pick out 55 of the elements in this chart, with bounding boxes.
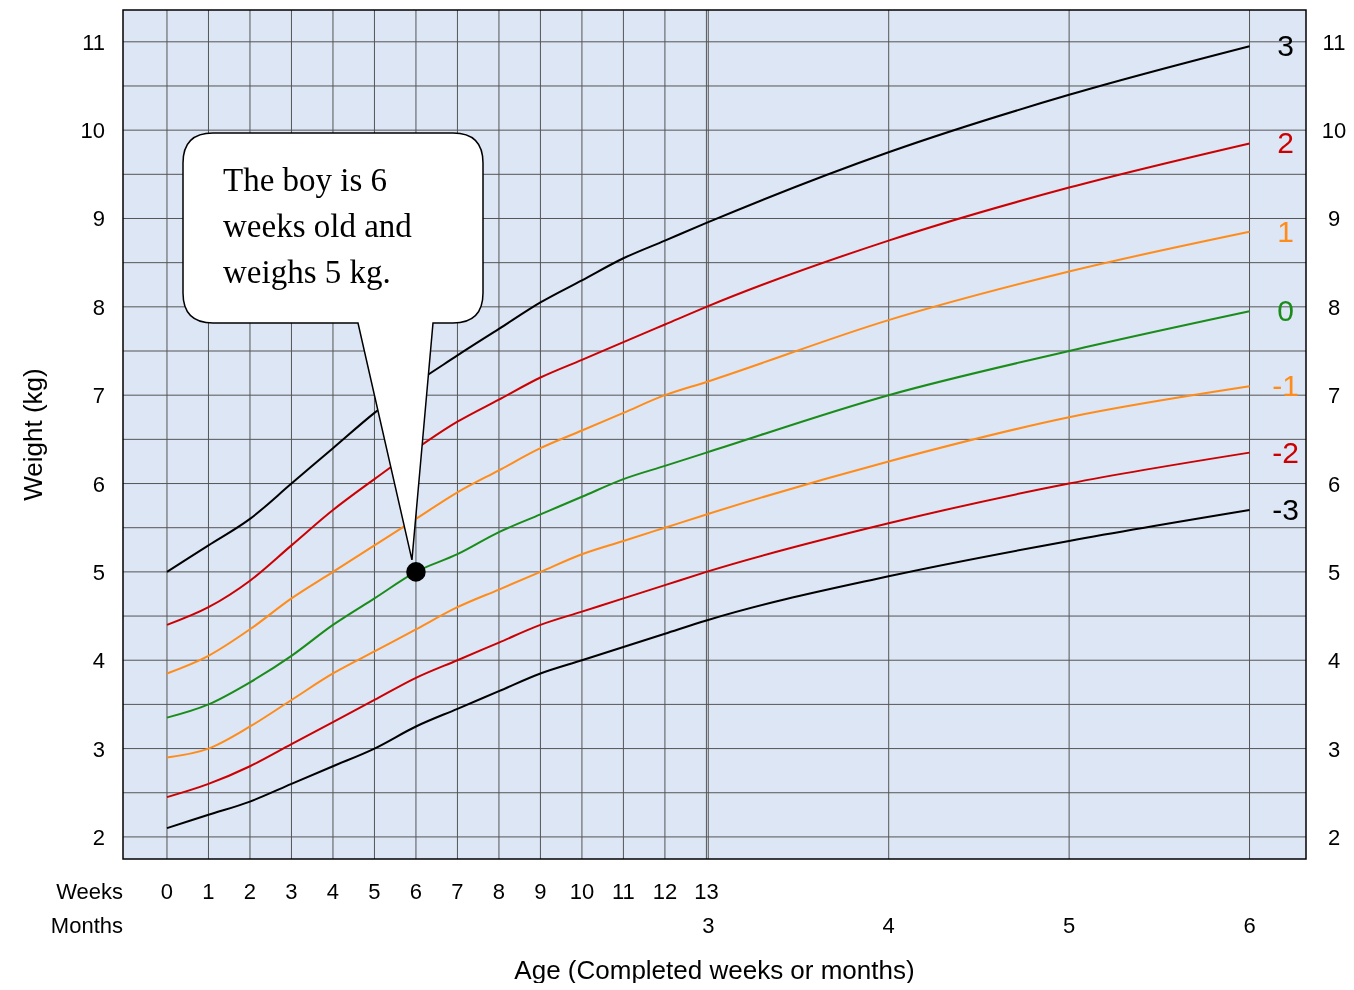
y-tick-label: 4 bbox=[92, 648, 105, 674]
x2-tick-label: 4 bbox=[882, 913, 895, 938]
y2-tick-label: 3 bbox=[1327, 736, 1341, 762]
series-label: -2 bbox=[1272, 435, 1299, 469]
text: Months bbox=[50, 913, 123, 938]
x-tick-label: 1 bbox=[202, 879, 215, 904]
annotation: The boy is 6 weeks old and weighs 5 kg. bbox=[223, 162, 413, 290]
x-tick-label: 0 bbox=[160, 879, 174, 904]
line-series bbox=[165, 451, 1251, 799]
line-series bbox=[165, 509, 1251, 830]
series-label: 2 bbox=[1277, 126, 1294, 160]
y2-tick-label: 2 bbox=[1327, 824, 1341, 850]
y2-tick-label: 4 bbox=[1327, 648, 1341, 674]
line-series bbox=[165, 385, 1251, 759]
series-label: 0 bbox=[1277, 294, 1294, 328]
y2-tick-label: 9 bbox=[1327, 206, 1341, 232]
line-series bbox=[165, 310, 1251, 719]
x-tick-label: 10 bbox=[569, 879, 595, 904]
y2-tick-label: 6 bbox=[1327, 471, 1341, 497]
text: Weeks bbox=[56, 879, 123, 904]
x2-tick-label: 5 bbox=[1062, 913, 1076, 938]
series-label: 1 bbox=[1277, 214, 1294, 248]
y-tick-label: 8 bbox=[92, 294, 105, 320]
y-axis-title: Weight (kg) bbox=[18, 368, 48, 501]
series-label: 3 bbox=[1277, 29, 1294, 63]
y2-tick-label: 7 bbox=[1327, 383, 1341, 409]
x-tick-label: 12 bbox=[652, 879, 678, 904]
x-tick-label: 9 bbox=[534, 879, 547, 904]
y2-tick-label: 5 bbox=[1327, 559, 1341, 585]
y-tick-label: 11 bbox=[82, 29, 105, 55]
y-tick-label: 5 bbox=[92, 559, 105, 585]
y-tick-label: 9 bbox=[92, 206, 105, 232]
y2-tick-label: 10 bbox=[1321, 118, 1347, 144]
y2-tick-label: 8 bbox=[1327, 294, 1341, 320]
x-tick-label: 6 bbox=[409, 879, 423, 904]
x2-tick-label: 3 bbox=[702, 913, 715, 938]
y-tick-label: 10 bbox=[80, 118, 105, 144]
x-tick-label: 2 bbox=[243, 879, 257, 904]
series-label: -3 bbox=[1272, 493, 1299, 527]
x-tick-label: 8 bbox=[492, 879, 506, 904]
x2-tick-label: 6 bbox=[1243, 913, 1256, 938]
x-tick-label: 11 bbox=[612, 879, 635, 904]
y-tick-label: 6 bbox=[92, 471, 105, 497]
line-series bbox=[165, 142, 1251, 626]
y-tick-label: 3 bbox=[92, 736, 105, 762]
y2-tick-label: 11 bbox=[1322, 29, 1346, 55]
x-tick-label: 5 bbox=[368, 879, 381, 904]
y-tick-label: 2 bbox=[92, 824, 105, 850]
x-tick-label: 7 bbox=[451, 879, 464, 904]
series-label: -1 bbox=[1272, 369, 1299, 403]
line-series bbox=[165, 45, 1251, 573]
x-tick-label: 4 bbox=[326, 879, 340, 904]
x-tick-label: 3 bbox=[285, 879, 298, 904]
x-tick-label: 13 bbox=[694, 879, 719, 904]
y-tick-label: 7 bbox=[92, 383, 105, 409]
